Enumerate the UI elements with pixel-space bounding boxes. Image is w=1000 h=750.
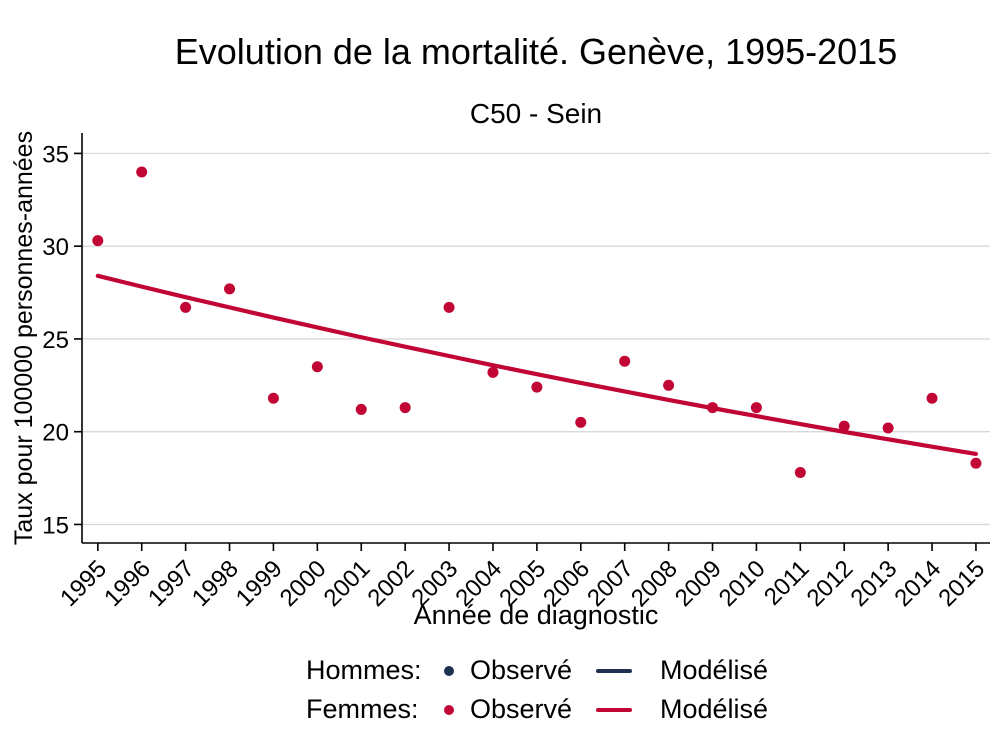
chart-subtitle: C50 - Sein <box>469 98 603 129</box>
legend-observed-label: Observé <box>470 655 573 685</box>
observed-point <box>531 381 543 393</box>
observed-point <box>926 392 938 404</box>
observed-point <box>180 301 192 313</box>
y-tick-label: 15 <box>42 512 69 539</box>
observed-point <box>355 403 367 415</box>
observed-point <box>838 420 850 432</box>
observed-point <box>311 361 323 373</box>
legend-row-hommes: Hommes: Observé Modélisé <box>306 652 769 689</box>
observed-point <box>136 166 148 178</box>
modeled-line-icon <box>596 707 632 712</box>
observed-point <box>750 402 762 414</box>
modeled-curve <box>95 273 979 457</box>
y-tick-label: 20 <box>42 420 69 447</box>
observed-point-icon <box>444 665 454 676</box>
y-tick-label: 35 <box>42 141 69 168</box>
y-tick-label: 30 <box>42 234 69 261</box>
chart-title: Evolution de la mortalité. Genève, 1995-… <box>174 31 898 72</box>
observed-point <box>399 402 411 414</box>
observed-point <box>970 457 982 469</box>
observed-point <box>663 379 675 391</box>
legend-group-label: Hommes: <box>306 655 422 685</box>
observed-point <box>267 392 279 404</box>
marker-cell <box>574 707 654 712</box>
observed-point-icon <box>444 704 454 715</box>
observed-point <box>92 235 104 247</box>
observed-point <box>575 416 587 428</box>
legend-modeled-label: Modélisé <box>660 655 769 685</box>
marker-cell <box>434 704 464 715</box>
modeled-line-icon <box>596 668 632 673</box>
y-tick-label: 25 <box>42 327 69 354</box>
observed-point <box>487 366 499 378</box>
observed-point <box>794 467 806 479</box>
observed-point <box>443 301 455 313</box>
legend-row-femmes: Femmes: Observé Modélisé <box>306 691 769 728</box>
legend-modeled-label: Modélisé <box>660 694 769 724</box>
observed-point <box>619 355 631 367</box>
observed-point <box>882 422 894 434</box>
legend-group-label: Femmes: <box>306 694 419 724</box>
chart-legend: Hommes: Observé Modélisé Femmes: Observé… <box>82 652 990 728</box>
x-axis-label: Année de diagnostic <box>413 600 659 630</box>
marker-cell <box>574 668 654 673</box>
marker-cell <box>434 665 464 676</box>
legend-observed-label: Observé <box>470 694 573 724</box>
observed-point <box>224 283 236 295</box>
